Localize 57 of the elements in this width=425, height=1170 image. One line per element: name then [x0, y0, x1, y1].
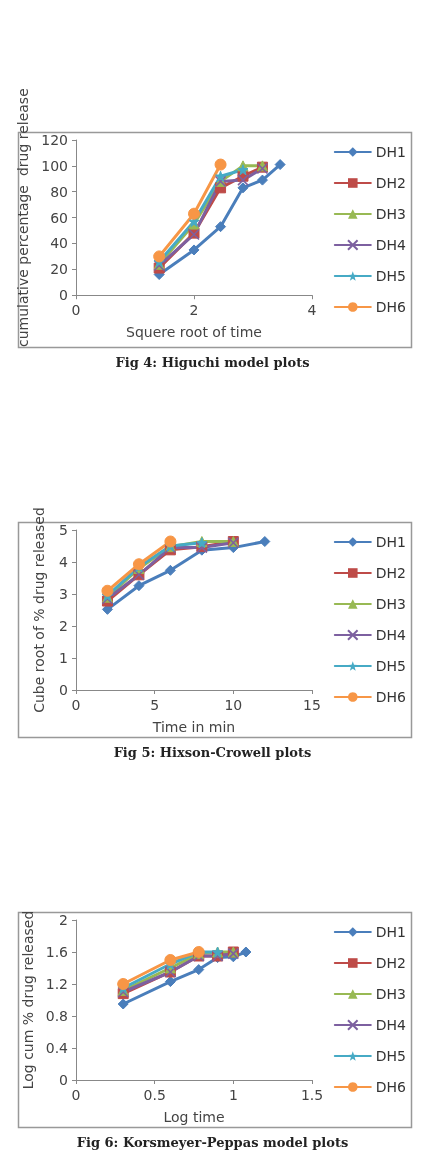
legend-label: DH3: [375, 596, 406, 612]
text: Fig 5: Hixson-Crowell plots: [112, 745, 313, 760]
y-tick-label: 3: [59, 586, 68, 602]
y-axis-title: Log cum % drug released: [19, 910, 36, 1090]
legend-label: DH1: [375, 924, 406, 940]
x-tick-label: 15: [303, 697, 321, 713]
legend-label: DH6: [375, 299, 407, 315]
y-tick-label: 100: [41, 157, 68, 174]
x-tick-label: 0.5: [143, 1087, 166, 1103]
x-tick-label: 2: [189, 302, 199, 319]
y-axis-title: Cube root of % drug released: [31, 507, 47, 713]
y-tick-label: 120: [41, 132, 68, 148]
y-tick-label: 20: [50, 261, 68, 278]
x-tick-label: 0: [71, 697, 81, 713]
y-tick-label: 2: [59, 618, 68, 634]
legend-label: DH5: [375, 1048, 406, 1064]
y-tick-label: 1.6: [45, 944, 69, 960]
x-axis-title: Log time: [163, 1109, 225, 1125]
y-tick-label: 5: [59, 522, 68, 538]
y-tick-label: 60: [50, 209, 68, 226]
legend-label: DH5: [375, 268, 406, 284]
text: Fig 4: Higuchi model plots: [114, 355, 311, 370]
x-tick-label: 0: [71, 1087, 81, 1103]
y-tick-label: 0: [59, 682, 68, 698]
y-tick-label: 0.8: [45, 1008, 68, 1024]
y-axis-title: cumulative percentage drug release: [15, 88, 32, 347]
y-tick-label: 0: [59, 1072, 68, 1088]
x-tick-label: 0: [71, 302, 81, 319]
legend-label: DH4: [375, 1017, 407, 1033]
y-tick-label: 2: [59, 912, 68, 928]
legend-label: DH2: [375, 565, 406, 581]
x-tick-label: 1.5: [300, 1087, 324, 1103]
legend-label: DH6: [375, 689, 407, 705]
x-axis-title: Squere root of time: [126, 324, 262, 341]
legend-label: DH6: [375, 1079, 407, 1095]
legend-label: DH2: [375, 955, 406, 971]
y-tick-label: 4: [59, 554, 69, 570]
legend-label: DH1: [375, 534, 406, 550]
legend-label: DH4: [375, 627, 407, 643]
y-tick-label: 0: [59, 287, 68, 304]
legend-label: DH1: [375, 144, 406, 160]
y-tick-label: 80: [50, 183, 68, 200]
legend-label: DH3: [375, 986, 406, 1002]
y-tick-label: 0.4: [45, 1040, 69, 1056]
x-tick-label: 4: [307, 302, 317, 319]
y-tick-label: 40: [50, 235, 68, 252]
x-tick-label: 5: [150, 697, 160, 713]
text: Fig 6: Korsmeyer-Peppas model plots: [75, 1135, 350, 1150]
legend-label: DH5: [375, 658, 406, 674]
legend-label: DH2: [375, 175, 406, 191]
y-tick-label: 1: [59, 650, 68, 666]
x-tick-label: 10: [224, 697, 243, 713]
y-tick-label: 1.2: [45, 976, 68, 992]
legend-label: DH4: [375, 237, 407, 253]
legend-label: DH3: [375, 206, 406, 222]
x-tick-label: 1: [228, 1087, 238, 1103]
x-axis-title: Time in min: [151, 719, 236, 735]
